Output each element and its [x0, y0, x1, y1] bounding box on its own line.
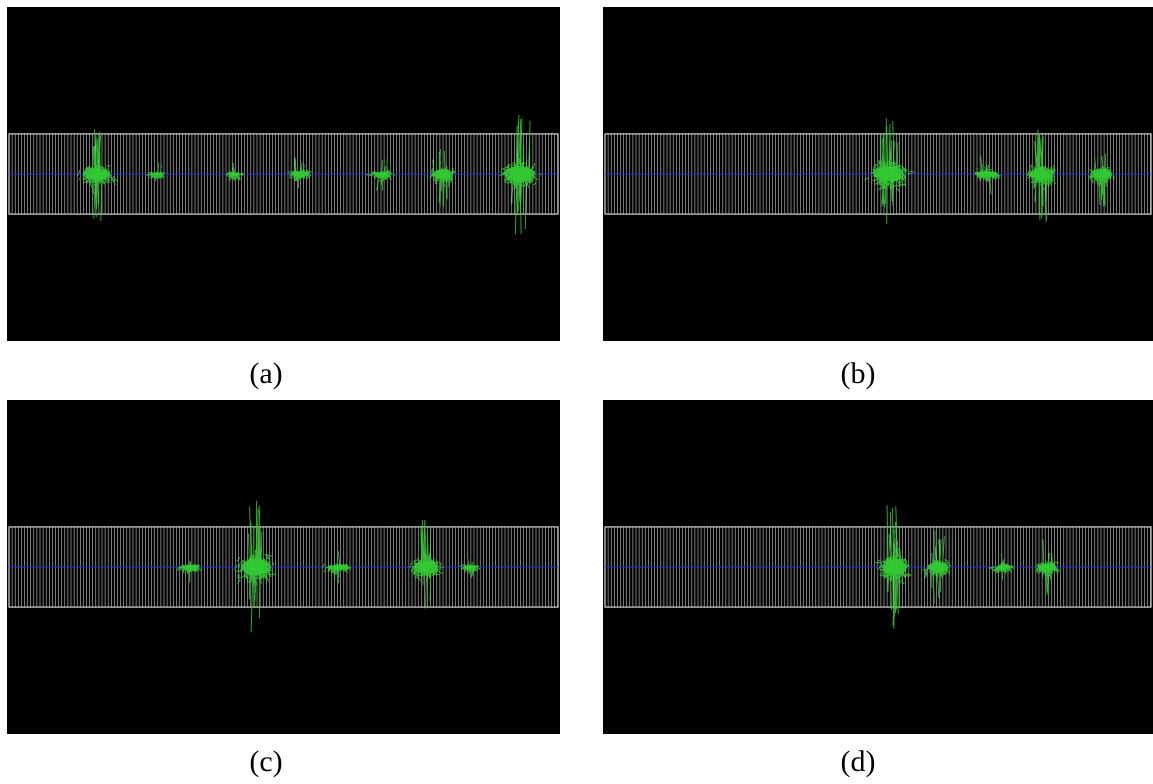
caption-b: (b): [840, 357, 876, 390]
particle-cluster-4: [408, 519, 445, 609]
particle-cluster-4: [1035, 539, 1060, 596]
particle-strands: [974, 155, 1001, 195]
particle-strands: [864, 118, 915, 225]
particle-strands: [226, 162, 245, 182]
particle-cluster-2: [146, 162, 166, 182]
particle-strands: [459, 554, 481, 578]
particle-cluster-5: [459, 554, 481, 578]
panel-c: [7, 400, 560, 734]
particle-cluster-3: [321, 551, 352, 584]
particle-cluster-6: [429, 148, 456, 208]
caption-d: (d): [840, 745, 876, 778]
particle-strands: [234, 500, 276, 633]
particle-cluster-5: [366, 158, 396, 191]
particle-strands: [76, 129, 118, 221]
particle-strands: [499, 114, 543, 235]
particle-strands: [922, 530, 951, 604]
panel-b-canvas: [604, 118, 1152, 225]
particle-strands: [989, 553, 1015, 582]
caption-a: (a): [249, 357, 283, 390]
panel-b: [603, 7, 1153, 341]
particle-strands: [875, 505, 912, 629]
particle-strands: [321, 551, 352, 584]
particle-strands: [366, 158, 396, 191]
panel-a-canvas: [8, 114, 559, 235]
particle-strands: [1026, 129, 1057, 222]
panel-d-canvas: [604, 505, 1152, 629]
panel-d: [603, 400, 1153, 734]
particle-cluster-2: [234, 500, 276, 633]
particle-strands: [1088, 153, 1115, 207]
particle-cluster-3: [989, 553, 1015, 582]
particle-strands: [1035, 539, 1060, 596]
particle-cluster-2: [974, 155, 1001, 195]
particle-cluster-1: [875, 505, 912, 629]
particle-cluster-7: [499, 114, 543, 235]
particle-cluster-1: [864, 118, 915, 225]
particle-cluster-3: [226, 162, 245, 182]
particle-strands: [429, 148, 456, 208]
particle-cluster-4: [1088, 153, 1115, 207]
panel-c-canvas: [8, 500, 559, 633]
particle-cluster-2: [922, 530, 951, 604]
particle-cluster-1: [177, 560, 202, 583]
particle-strands: [408, 519, 445, 609]
particle-strands: [287, 157, 314, 189]
particle-cluster-1: [76, 129, 118, 221]
caption-c: (c): [249, 745, 283, 778]
particle-cluster-3: [1026, 129, 1057, 222]
panel-a: [7, 7, 560, 341]
particle-strands: [177, 560, 202, 583]
particle-cluster-4: [287, 157, 314, 189]
particle-strands: [146, 162, 166, 182]
